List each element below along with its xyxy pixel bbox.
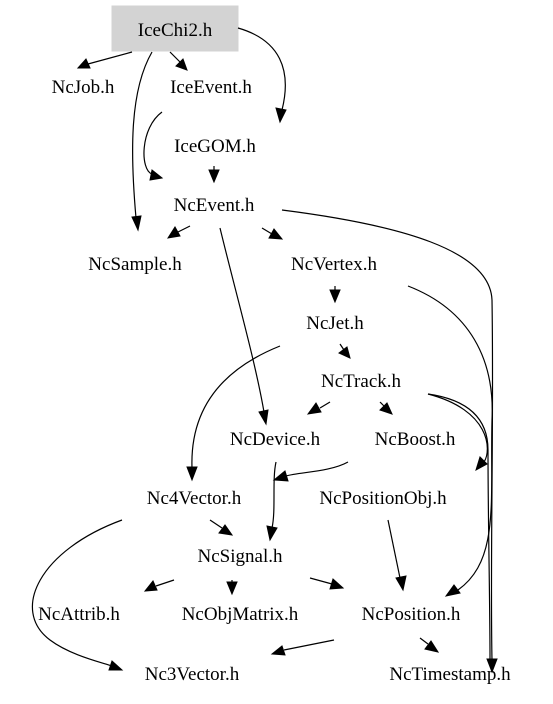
node-ncboost[interactable]: NcBoost.h [375, 429, 456, 450]
edge-nctrack-ncboost [379, 401, 385, 407]
node-ncjob[interactable]: NcJob.h [52, 77, 115, 98]
node-ncsignal[interactable]: NcSignal.h [198, 546, 283, 567]
edge-ncposition-nctimestamp [419, 637, 429, 645]
node-nc4vector[interactable]: Nc4Vector.h [147, 488, 242, 509]
edge-ncevent-ncdevice [219, 227, 265, 413]
edge-ncsignal-ncattrib [155, 579, 175, 587]
edge-ncsignal-ncposition [309, 577, 333, 585]
edge-ncjet-nctrack [339, 343, 345, 351]
edge-ncposition-nc3vector [283, 639, 335, 651]
node-ncjet[interactable]: NcJet.h [306, 313, 364, 334]
edge-nc4vector-ncsignal [209, 519, 223, 529]
node-icechi2[interactable]: IceChi2.h [138, 20, 213, 41]
edges [31, 27, 498, 674]
root-node-box [111, 5, 239, 52]
node-icegom[interactable]: IceGOM.h [174, 136, 256, 157]
edge-nctrack-nctimestamp [427, 393, 491, 661]
edge-nc4vector-nc3vector [31, 519, 123, 667]
edge-icechi2-ncjob [87, 51, 133, 65]
node-ncdevice[interactable]: NcDevice.h [230, 429, 321, 450]
node-ncattrib[interactable]: NcAttrib.h [38, 604, 120, 625]
node-nctrack[interactable]: NcTrack.h [321, 371, 402, 392]
edge-icechi2-icegom [237, 27, 286, 111]
edge-ncboost-nc4vector [285, 461, 349, 477]
node-ncvertex[interactable]: NcVertex.h [291, 254, 377, 275]
node-nc3vector[interactable]: Nc3Vector.h [145, 664, 240, 685]
edge-ncevent-ncsample [177, 225, 191, 233]
edge-iceevent-ncevent [143, 111, 163, 175]
nodes: IceChi2.h NcJob.h IceEvent.h IceGOM.h Nc… [38, 20, 511, 685]
edge-icechi2-iceevent [169, 51, 181, 63]
node-iceevent[interactable]: IceEvent.h [170, 77, 252, 98]
node-ncsample[interactable]: NcSample.h [88, 254, 182, 275]
edge-ncvertex-ncposition [407, 285, 493, 591]
edge-ncjet-nc4vector [191, 345, 281, 469]
edge-nctrack-ncdevice [319, 401, 331, 409]
node-nctimestamp[interactable]: NcTimestamp.h [389, 664, 511, 685]
edge-ncevent-ncvertex [261, 227, 273, 235]
edge-ncdevice-ncsignal [271, 461, 277, 529]
edge-icechi2-ncsample [131, 51, 153, 219]
edge-nctrack-ncpositionobj [427, 393, 488, 463]
edge-ncpositionobj-ncposition [387, 519, 401, 579]
node-ncposition[interactable]: NcPosition.h [362, 604, 461, 625]
edge-ncevent-nctimestamp [281, 209, 494, 661]
node-ncevent[interactable]: NcEvent.h [174, 195, 255, 216]
node-ncpositionobj[interactable]: NcPositionObj.h [319, 488, 447, 509]
node-ncobjmatrix[interactable]: NcObjMatrix.h [182, 604, 299, 625]
